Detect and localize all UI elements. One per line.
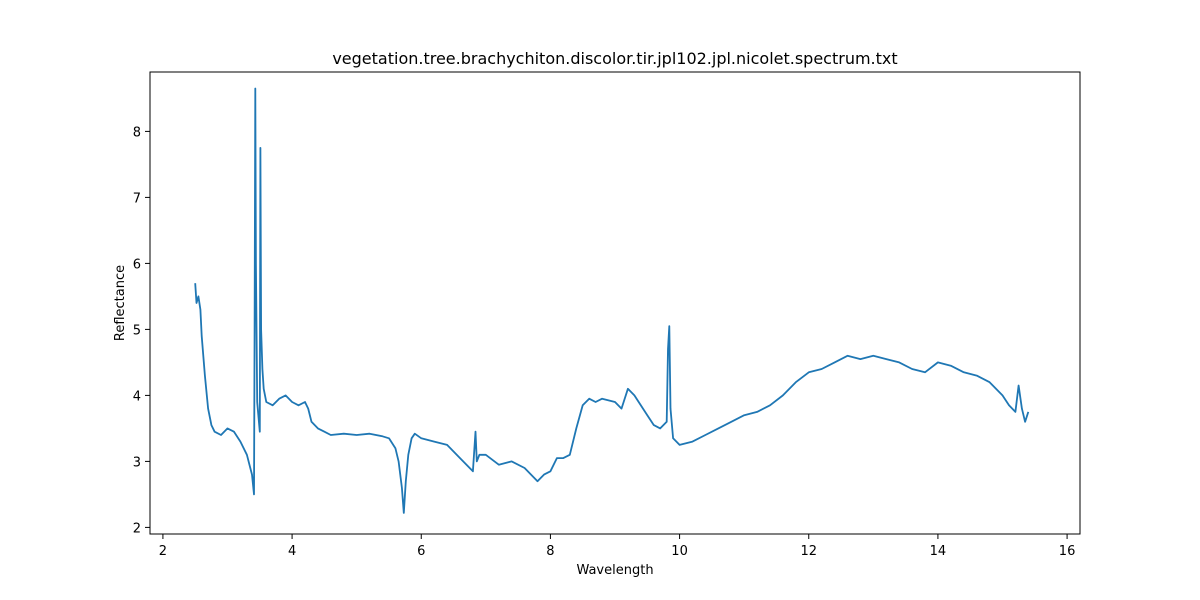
y-tick-label: 2 — [133, 521, 141, 536]
y-tick-label: 6 — [133, 257, 141, 272]
x-axis-ticks: 2 4 6 8 10 12 14 16 — [159, 534, 1076, 559]
plot-area-frame — [149, 71, 1081, 535]
y-tick-label: 4 — [133, 389, 141, 404]
y-tick-label: 8 — [133, 125, 141, 140]
x-axis-label: Wavelength — [576, 563, 653, 578]
y-axis-label: Reflectance — [113, 265, 128, 341]
x-tick-label: 8 — [546, 544, 554, 559]
x-tick-label: 16 — [1059, 544, 1076, 559]
x-tick-label: 4 — [288, 544, 296, 559]
x-tick-label: 12 — [800, 544, 817, 559]
x-tick-label: 2 — [159, 544, 167, 559]
y-tick-label: 3 — [133, 455, 141, 470]
y-axis-ticks: 2 3 4 5 6 7 8 — [133, 125, 150, 536]
x-tick-label: 14 — [930, 544, 947, 559]
x-tick-label: 6 — [417, 544, 425, 559]
spectrum-series-line — [194, 87, 1030, 514]
y-tick-label: 5 — [133, 323, 141, 338]
y-tick-label: 7 — [133, 191, 141, 206]
x-tick-label: 10 — [671, 544, 688, 559]
chart-title: vegetation.tree.brachychiton.discolor.ti… — [332, 49, 897, 68]
